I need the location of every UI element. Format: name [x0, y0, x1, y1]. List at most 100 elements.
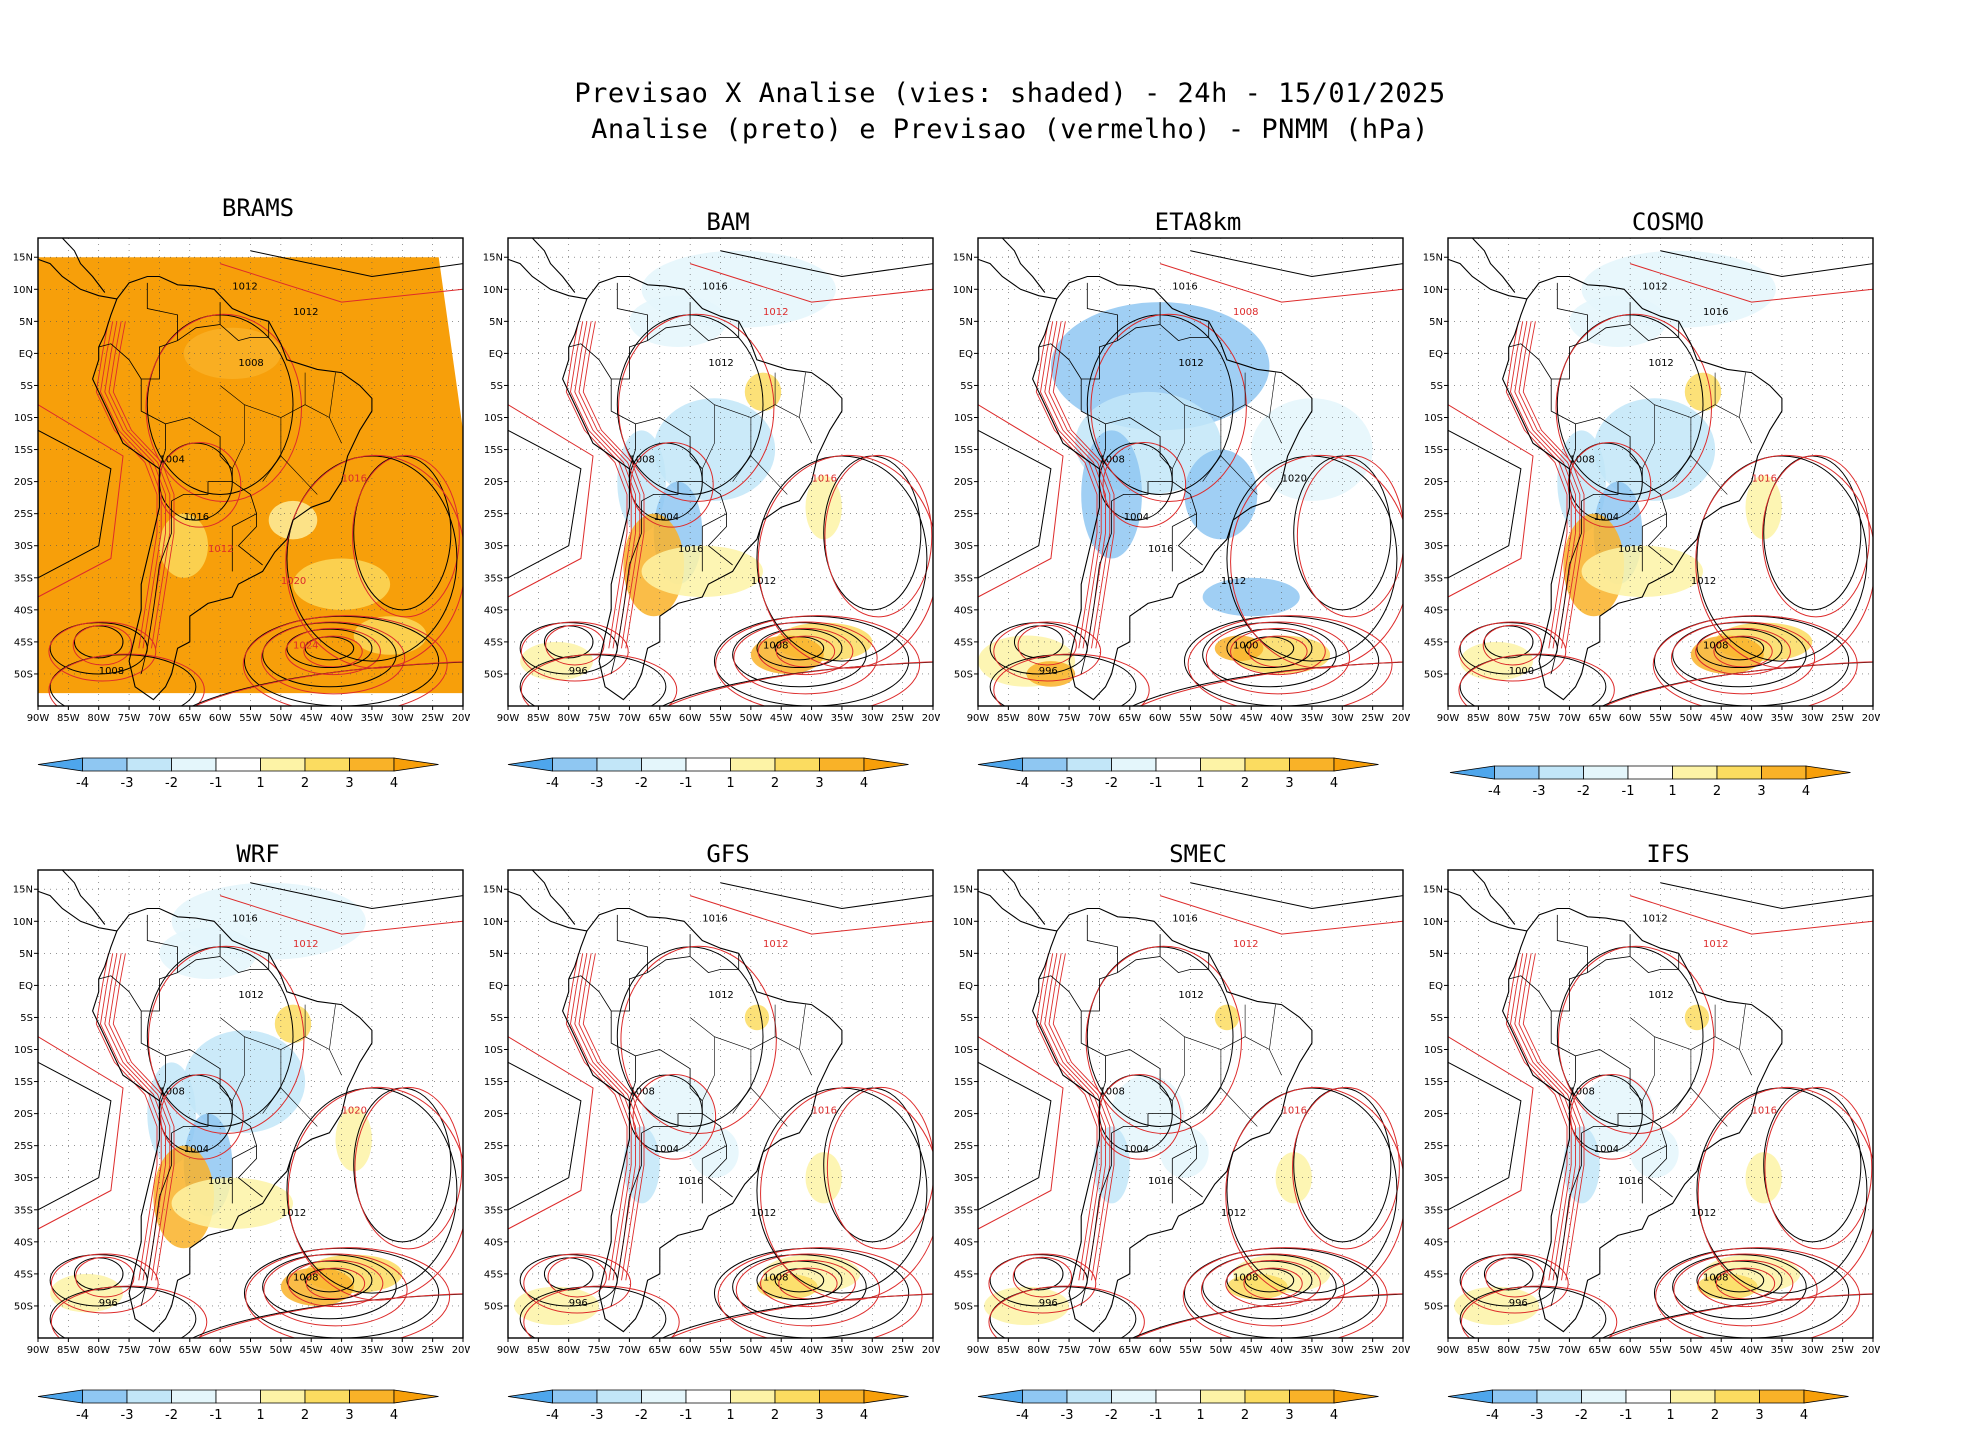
country-border: [1550, 979, 1576, 1101]
lon-tick-label: 35W: [1301, 1345, 1324, 1356]
country-border: [1086, 282, 1118, 348]
colorbar-swatch: [1066, 1389, 1112, 1404]
lat-tick-label: 15N: [483, 253, 503, 264]
bias-shading: [1226, 1273, 1288, 1300]
lat-tick-label: 35S: [1424, 573, 1443, 584]
colorbar-swatch: [1803, 1389, 1849, 1404]
forecast-isobar: [565, 953, 628, 1281]
colorbar-swatch: [349, 1389, 395, 1404]
colorbar-swatch: [507, 757, 553, 772]
colorbar-label: -1: [1150, 1408, 1163, 1423]
lat-tick-label: 10S: [484, 413, 503, 424]
country-border: [1556, 282, 1588, 348]
forecast-isobar: [219, 263, 463, 303]
isobar-label: 1016: [678, 544, 703, 555]
south-america-coastline: [1502, 275, 1783, 701]
country-border: [237, 513, 263, 566]
lat-tick-label: 45S: [954, 1269, 973, 1280]
country-border: [635, 417, 703, 482]
lat-tick-label: 40S: [14, 605, 33, 616]
forecast-isobar: [1187, 615, 1393, 706]
analysis-isobar: [508, 429, 582, 579]
colorbar-swatch: [1289, 1389, 1335, 1404]
lon-tick-label: 45W: [300, 713, 323, 724]
forecast-isobar: [242, 615, 448, 706]
colorbar-swatch: [819, 757, 865, 772]
country-border: [146, 914, 178, 980]
lat-tick-label: 40S: [954, 605, 973, 616]
colorbar-label: 1: [256, 776, 264, 791]
lon-tick-label: 55W: [239, 1345, 262, 1356]
plot-area: 1016 1012 1012 1008 1004 1016 1012 1020 1008 996: [38, 870, 463, 1338]
map-panel-bam: BAM 1016 1012 1012 1008 1004 1016 1012 1016 1008 9…: [470, 188, 945, 808]
lon-tick-label: 70W: [618, 713, 641, 724]
colorbar: -4 -3 -2 -1 1 2 3 4: [37, 757, 439, 791]
colorbar-swatch: [126, 1389, 172, 1404]
isobar-label: 996: [1039, 1298, 1058, 1309]
isobar-label: 1016: [232, 913, 257, 924]
south-america-coastline: [562, 907, 843, 1333]
forecast-isobar: [1085, 945, 1243, 1134]
forecast-isobar: [1652, 615, 1858, 706]
bias-shading: [1202, 577, 1300, 617]
colorbar-swatch: [393, 1389, 439, 1404]
colorbar-swatch: [171, 1389, 217, 1404]
central-america-coastline: [978, 870, 1057, 932]
colorbar-swatch: [82, 757, 128, 772]
country-border: [1581, 1113, 1643, 1134]
coastlines: [508, 238, 843, 701]
colorbar-swatch: [1200, 757, 1246, 772]
isobar-label: 1008: [99, 666, 124, 677]
lat-tick-label: 40S: [484, 605, 503, 616]
forecast-isobar: [689, 895, 933, 935]
country-border: [1117, 934, 1161, 973]
forecast-isobar: [1243, 1267, 1303, 1300]
forecast-isobar: [1012, 1256, 1072, 1298]
colorbar-swatch: [1494, 765, 1540, 780]
isobar-label: 1004: [184, 1144, 209, 1155]
isobar-label: 1020: [342, 1106, 367, 1117]
colorbar-label: -4: [1488, 784, 1501, 799]
analysis-isobar: [1483, 625, 1534, 659]
lon-tick-label: 75W: [1058, 1345, 1081, 1356]
colorbar-label: 4: [1802, 784, 1810, 799]
forecast-isobar: [617, 313, 775, 502]
colorbar-swatch: [1244, 1389, 1290, 1404]
forecast-isobar: [95, 321, 158, 649]
colorbar-swatch: [349, 757, 395, 772]
colorbar-label: -3: [1531, 1408, 1544, 1423]
forecast-isobar: [520, 621, 629, 682]
forecast-isobar: [75, 1256, 135, 1298]
isobar-label: 1012: [1691, 576, 1716, 587]
map-panel-wrf: WRF 1016 1012 1012 1008 1004 1016 1012 1020 1008 9…: [0, 820, 475, 1440]
lat-tick-label: 15N: [1423, 253, 1443, 264]
state-border: [219, 1017, 306, 1050]
country-border: [1177, 513, 1203, 566]
coastlines: [38, 238, 373, 701]
lon-tick-label: 75W: [1528, 1345, 1551, 1356]
forecast-isobar: [48, 621, 157, 682]
isobar-label: 1016: [1148, 544, 1173, 555]
colorbar-label: -2: [165, 776, 178, 791]
colorbar: -4 -3 -2 -1 1 2 3 4: [1449, 765, 1851, 799]
lon-tick-label: 20W: [922, 1345, 940, 1356]
lon-tick-label: 75W: [588, 713, 611, 724]
lat-tick-label: 10S: [1424, 413, 1443, 424]
isobar-label: 1016: [1282, 1106, 1307, 1117]
forecast-isobar: [988, 1253, 1097, 1314]
map-figure: 1012 1016 1012 1008 1004 1016 1012 1016 1008 1000…: [1423, 237, 1884, 799]
isobar-label: 1012: [708, 358, 733, 369]
lon-tick-label: 40W: [1740, 713, 1763, 724]
isobar-label: 996: [569, 666, 588, 677]
central-america-coastline: [508, 238, 587, 300]
forecast-isobar: [108, 953, 171, 1281]
plot-area: 1012 1012 1008 1004 1016 1012 1020 1016 1024 1008: [38, 238, 463, 706]
colorbar-swatch: [1536, 1389, 1582, 1404]
state-border: [702, 1036, 715, 1101]
lon-tick-label: 55W: [709, 713, 732, 724]
lon-tick-label: 20W: [922, 713, 940, 724]
map-panel-gfs: GFS 1016 1012 1012 1008 1004 1016 1012 1016 1008 9…: [470, 820, 945, 1440]
lon-tick-label: 80W: [87, 1345, 110, 1356]
state-border: [1269, 1004, 1276, 1050]
colorbar-label: 3: [815, 776, 823, 791]
